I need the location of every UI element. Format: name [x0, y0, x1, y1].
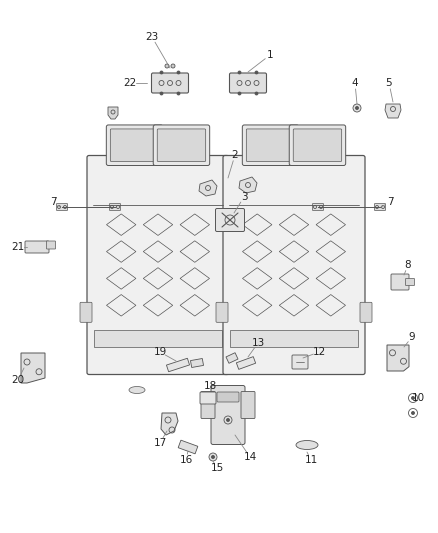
- Circle shape: [238, 92, 241, 95]
- Circle shape: [160, 92, 163, 95]
- FancyBboxPatch shape: [211, 385, 245, 445]
- Circle shape: [353, 104, 361, 112]
- FancyBboxPatch shape: [57, 204, 67, 211]
- Text: 19: 19: [153, 347, 166, 357]
- Polygon shape: [226, 353, 238, 364]
- FancyBboxPatch shape: [246, 129, 295, 161]
- FancyBboxPatch shape: [224, 302, 236, 322]
- Text: 1: 1: [267, 50, 273, 60]
- FancyBboxPatch shape: [312, 204, 324, 211]
- Text: 14: 14: [244, 452, 257, 462]
- Text: 2: 2: [232, 150, 238, 160]
- FancyBboxPatch shape: [153, 125, 210, 166]
- Circle shape: [165, 64, 169, 68]
- Polygon shape: [385, 104, 401, 118]
- Text: 21: 21: [11, 242, 25, 252]
- Text: 8: 8: [405, 260, 411, 270]
- FancyBboxPatch shape: [110, 129, 159, 161]
- Text: 11: 11: [304, 455, 318, 465]
- Polygon shape: [166, 358, 190, 372]
- FancyBboxPatch shape: [46, 241, 56, 249]
- FancyBboxPatch shape: [374, 204, 385, 211]
- FancyBboxPatch shape: [289, 125, 346, 166]
- Circle shape: [209, 453, 217, 461]
- Circle shape: [177, 92, 180, 95]
- Text: 16: 16: [180, 455, 193, 465]
- Text: 23: 23: [145, 32, 159, 42]
- FancyBboxPatch shape: [217, 392, 239, 402]
- Circle shape: [255, 92, 258, 95]
- FancyBboxPatch shape: [80, 302, 92, 322]
- Circle shape: [171, 64, 175, 68]
- Text: 17: 17: [153, 438, 166, 448]
- Circle shape: [226, 418, 230, 422]
- FancyBboxPatch shape: [157, 129, 206, 161]
- Circle shape: [411, 411, 414, 415]
- FancyBboxPatch shape: [216, 302, 228, 322]
- Circle shape: [356, 107, 358, 109]
- FancyBboxPatch shape: [106, 125, 163, 166]
- Text: 18: 18: [203, 381, 217, 391]
- Polygon shape: [199, 180, 217, 196]
- Polygon shape: [239, 177, 257, 193]
- FancyBboxPatch shape: [152, 73, 188, 93]
- FancyBboxPatch shape: [293, 129, 342, 161]
- Polygon shape: [387, 345, 409, 371]
- Circle shape: [411, 397, 414, 400]
- Polygon shape: [237, 357, 256, 369]
- Polygon shape: [108, 107, 118, 119]
- Polygon shape: [21, 353, 45, 383]
- Text: 3: 3: [241, 192, 247, 202]
- Text: 4: 4: [352, 78, 358, 88]
- FancyBboxPatch shape: [201, 392, 215, 418]
- FancyBboxPatch shape: [223, 156, 365, 375]
- FancyBboxPatch shape: [242, 125, 299, 166]
- FancyBboxPatch shape: [241, 392, 255, 418]
- Text: 7: 7: [49, 197, 57, 207]
- FancyBboxPatch shape: [87, 156, 229, 375]
- Text: 22: 22: [124, 78, 137, 88]
- FancyBboxPatch shape: [25, 241, 49, 253]
- Circle shape: [238, 71, 241, 74]
- FancyBboxPatch shape: [110, 204, 120, 211]
- Circle shape: [212, 456, 215, 458]
- Circle shape: [177, 71, 180, 74]
- FancyBboxPatch shape: [360, 302, 372, 322]
- Text: 7: 7: [387, 197, 393, 207]
- Text: 5: 5: [386, 78, 392, 88]
- Ellipse shape: [296, 440, 318, 449]
- Text: 13: 13: [251, 338, 265, 348]
- FancyBboxPatch shape: [215, 208, 244, 231]
- FancyBboxPatch shape: [391, 274, 409, 290]
- Polygon shape: [161, 413, 178, 435]
- Bar: [94, 329, 222, 346]
- Polygon shape: [191, 359, 204, 367]
- Bar: [230, 329, 358, 346]
- FancyBboxPatch shape: [292, 355, 308, 369]
- Text: 12: 12: [312, 347, 325, 357]
- Circle shape: [255, 71, 258, 74]
- Text: 10: 10: [411, 393, 424, 403]
- Ellipse shape: [129, 386, 145, 393]
- Text: 9: 9: [409, 332, 415, 342]
- Circle shape: [160, 71, 163, 74]
- Text: 20: 20: [11, 375, 25, 385]
- FancyBboxPatch shape: [406, 279, 414, 286]
- Polygon shape: [178, 440, 198, 454]
- FancyBboxPatch shape: [230, 73, 266, 93]
- Text: 15: 15: [210, 463, 224, 473]
- FancyBboxPatch shape: [200, 392, 216, 404]
